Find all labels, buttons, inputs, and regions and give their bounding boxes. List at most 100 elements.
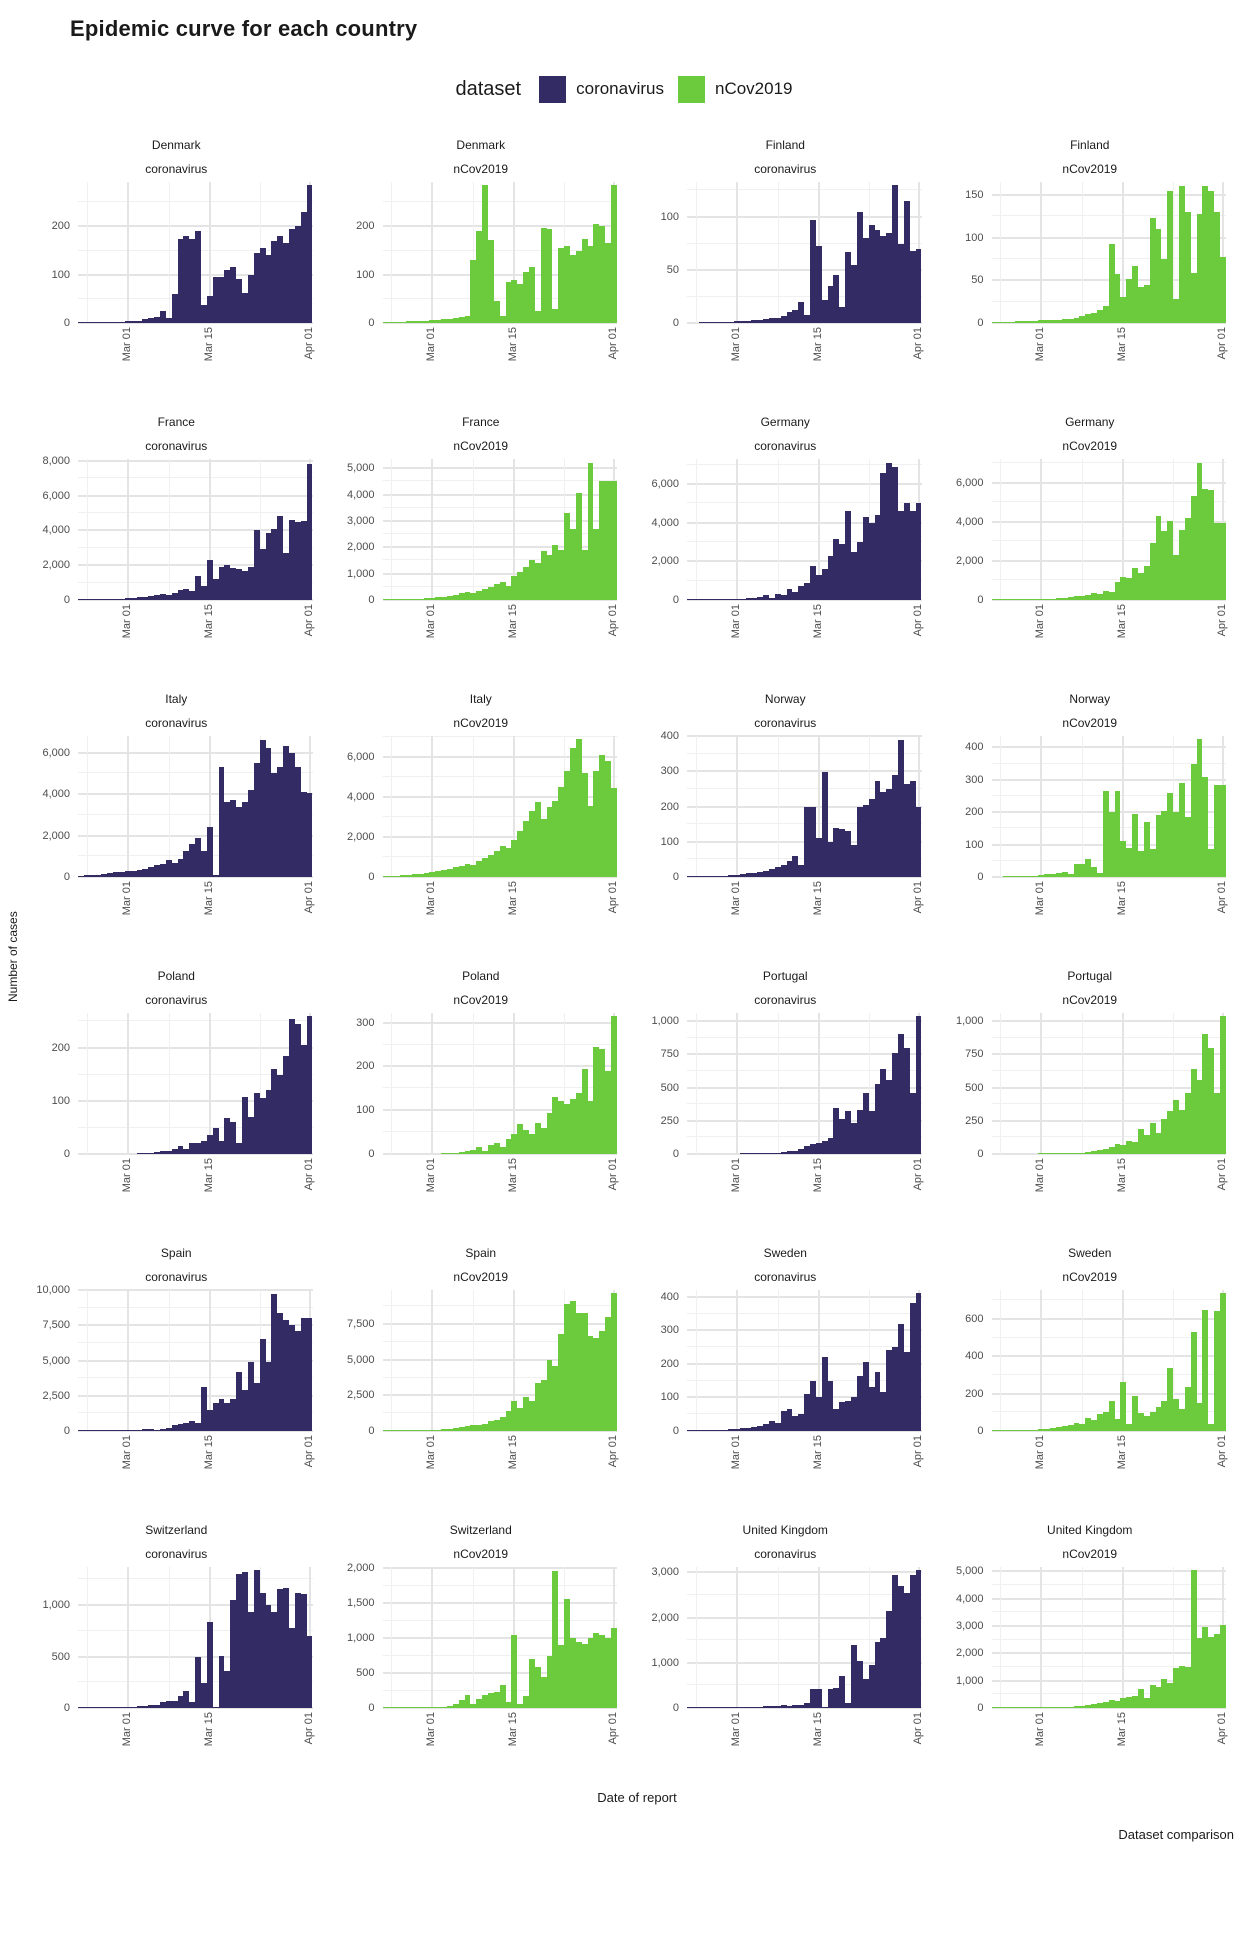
bar — [283, 1587, 289, 1708]
bar — [224, 269, 231, 323]
facet-sweden-coronavirus: Sweden coronavirus 0 100 200 300 400 Mar 01 Mar … — [635, 1242, 936, 1503]
bar — [435, 1706, 442, 1708]
bar — [1108, 1146, 1115, 1154]
bar — [499, 581, 506, 600]
bar — [499, 1684, 506, 1708]
bar — [1038, 599, 1045, 600]
facet-country-label: Poland — [157, 969, 195, 983]
x-axis-tick-label: Apr 01 — [302, 604, 315, 637]
bar — [862, 1678, 869, 1708]
bar — [892, 774, 898, 877]
bar — [1073, 864, 1080, 877]
bar — [1132, 1142, 1138, 1154]
bar — [552, 309, 559, 323]
bar — [892, 185, 898, 323]
bar — [183, 1690, 190, 1708]
bar — [851, 844, 857, 877]
bar — [382, 876, 389, 877]
x-axis-tick-label: Mar 15 — [507, 1435, 520, 1470]
bar — [201, 304, 207, 323]
plot-panel — [991, 1567, 1226, 1709]
y-axis-tick-label: 2,000 — [346, 541, 375, 554]
bar — [546, 807, 553, 877]
bar — [394, 321, 401, 323]
bar — [716, 875, 723, 877]
bar — [177, 1423, 184, 1431]
bar — [499, 1147, 506, 1154]
bar — [856, 1660, 863, 1708]
bar — [1155, 229, 1162, 323]
y-axis-tick-label: 50 — [666, 264, 679, 276]
bar — [851, 1397, 857, 1431]
bar — [253, 530, 260, 600]
facet-dataset-label: nCov2019 — [453, 716, 509, 730]
bar — [165, 860, 172, 877]
bar — [991, 599, 998, 600]
x-axis-tick-label: Apr 01 — [1216, 327, 1229, 360]
facet-country-label: Italy — [165, 692, 188, 706]
bar — [710, 1707, 717, 1708]
bar — [101, 1430, 108, 1431]
bar — [874, 1642, 881, 1708]
y-axis-tick-label: 3,000 — [346, 514, 375, 527]
bar — [804, 1146, 811, 1154]
facet-dataset-label: coronavirus — [754, 1270, 817, 1284]
plot-panel — [991, 1290, 1226, 1432]
bar — [95, 874, 102, 877]
bar — [1149, 1684, 1156, 1708]
bar — [1009, 876, 1015, 877]
facet-country-label: Germany — [1065, 415, 1115, 429]
y-axis-tick-label: 4,000 — [346, 488, 375, 501]
bar — [581, 1068, 588, 1154]
bar — [482, 1423, 488, 1431]
bars — [687, 1567, 922, 1708]
bar — [1009, 1707, 1015, 1708]
bar — [206, 559, 213, 600]
bar — [423, 1430, 430, 1431]
panel-body: 0 50 100 — [635, 182, 936, 329]
bar — [804, 314, 811, 323]
legend: dataset coronavirus nCov2019 — [0, 72, 1248, 106]
bar — [271, 528, 278, 600]
facet-united-kingdom-coronavirus: United Kingdom coronavirus 0 1,000 2,000 3,00… — [635, 1519, 936, 1780]
plot-panel — [991, 1013, 1226, 1155]
bar — [288, 1018, 295, 1154]
y-axis-tick-label: 5,000 — [955, 1565, 984, 1578]
bar — [810, 220, 816, 323]
bar — [265, 1605, 272, 1708]
bar — [1137, 287, 1144, 323]
y-axis-tick-labels: 0 500 1,000 1,500 2,000 — [331, 1562, 383, 1714]
bar — [751, 1153, 758, 1154]
bar — [423, 1707, 430, 1708]
bar — [470, 865, 477, 877]
y-axis-tick-labels: 0 100 200 — [26, 1013, 78, 1160]
bar — [1067, 1425, 1074, 1431]
bar — [417, 598, 424, 600]
bar — [142, 1153, 149, 1154]
bar — [892, 1347, 898, 1431]
facet-sweden-ncov2019: Sweden nCov2019 0 200 400 600 Mar 01 Mar 15 Apr … — [940, 1242, 1241, 1503]
bar — [405, 321, 412, 323]
bar — [763, 595, 770, 600]
plot-panel — [991, 459, 1226, 601]
bar — [1044, 1153, 1051, 1154]
y-axis-tick-label: 100 — [660, 835, 679, 848]
bar — [528, 1659, 535, 1708]
bar — [528, 267, 535, 323]
y-axis-tick-label: 4,000 — [42, 788, 70, 801]
bar — [458, 1427, 465, 1431]
bar — [487, 239, 494, 323]
bar — [1155, 1406, 1162, 1431]
bar — [452, 318, 459, 323]
bar — [1184, 1387, 1191, 1431]
facet-france-ncov2019: France nCov2019 0 1,000 2,000 3,000 4,000 5,000… — [331, 411, 632, 672]
bar — [154, 1152, 161, 1154]
bar — [1079, 596, 1086, 600]
bar — [874, 781, 881, 877]
y-axis-tick-label: 6,000 — [651, 478, 679, 491]
bar — [798, 864, 805, 877]
facet-italy-coronavirus: Italy coronavirus 0 2,000 4,000 6,000 Mar 01 Ma… — [26, 688, 327, 949]
bar — [423, 320, 430, 323]
bar — [546, 228, 553, 323]
y-axis-tick-label: 0 — [977, 594, 984, 606]
